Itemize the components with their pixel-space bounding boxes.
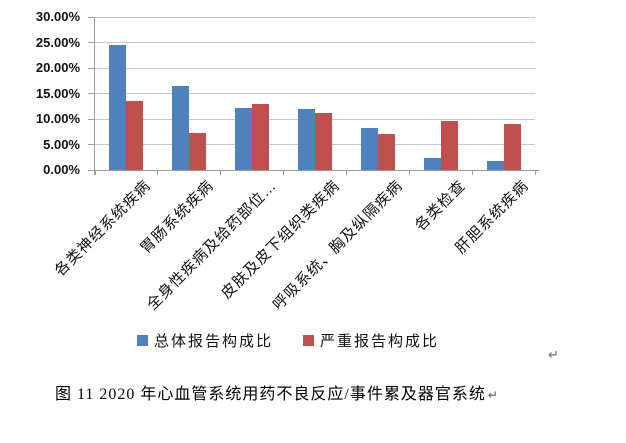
bar: [189, 133, 207, 170]
bar: [252, 103, 270, 170]
y-axis-tick-label: 15.00%: [35, 85, 80, 101]
paragraph-mark-icon: ↵: [548, 347, 559, 362]
bar: [126, 101, 144, 170]
bar: [486, 160, 504, 170]
x-axis-label: 各类检查: [411, 177, 469, 235]
paragraph-mark-icon: ↵: [487, 388, 499, 402]
plot-area: [88, 16, 539, 175]
figure-caption-text: 图 11 2020 年心血管系统用药不良反应/事件累及器官系统: [55, 386, 486, 403]
x-axis-label: 皮肤及皮下组织类疾病: [217, 177, 344, 303]
x-axis-tick: [157, 171, 159, 175]
bar: [235, 107, 253, 170]
y-axis-tick-label: 20.00%: [35, 60, 80, 75]
x-axis-tick: [345, 171, 347, 175]
y-axis-tick: [88, 118, 94, 120]
bar: [172, 86, 190, 170]
y-axis-tick-label: 10.00%: [35, 111, 80, 126]
x-axis-label: 各类神经系统疾病: [52, 177, 155, 280]
y-axis-tick: [88, 144, 94, 145]
figure-caption: 图 11 2020 年心血管系统用药不良反应/事件累及器官系统 ↵: [55, 380, 499, 404]
x-axis-tick: [283, 171, 285, 175]
x-axis-tick: [534, 171, 536, 175]
y-axis-line: [94, 17, 95, 175]
x-axis-tick: [408, 171, 410, 175]
x-axis-labels: 各类神经系统疾病 胃肠系统疾病 全身性疾病及给药部位… 皮肤及皮下组织类疾病 呼吸系统、…: [52, 175, 535, 315]
legend-item: 严重报告构成比: [303, 330, 439, 351]
y-axis-tick: [88, 67, 94, 69]
y-axis-tick-label: 5.00%: [43, 136, 80, 152]
y-axis-tick: [88, 169, 94, 171]
bar: [109, 45, 127, 170]
chart-legend: 总体报告构成比 严重报告构成比: [0, 330, 576, 351]
legend-label: 严重报告构成比: [320, 333, 440, 350]
legend-swatch: [303, 335, 314, 346]
y-axis-tick-label: 30.00%: [35, 9, 80, 24]
bar: [377, 133, 395, 170]
x-axis-line: [94, 170, 539, 171]
bar: [440, 121, 458, 170]
bar: [360, 127, 378, 170]
gridline: [95, 42, 535, 43]
y-axis-labels: 0.00% 5.00% 10.00% 15.00% 20.00% 25.00% 30.00%: [0, 9, 80, 177]
x-axis-tick: [471, 171, 473, 175]
y-axis-tick: [88, 16, 94, 18]
legend-item: 总体报告构成比: [136, 330, 273, 351]
y-axis-tick: [88, 42, 94, 43]
y-axis-tick: [88, 93, 94, 94]
y-axis-tick-label: 0.00%: [43, 162, 80, 177]
gridline: [95, 67, 535, 69]
x-axis-tick: [220, 171, 222, 175]
y-axis-tick-label: 25.00%: [35, 34, 80, 50]
gridline: [95, 16, 535, 18]
bar: [423, 157, 441, 170]
legend-swatch: [136, 335, 148, 346]
legend-label: 总体报告构成比: [153, 333, 273, 350]
gridline: [95, 93, 535, 94]
bar: [298, 109, 315, 170]
bar: [503, 124, 521, 170]
bar: [315, 112, 332, 170]
x-axis-tick: [94, 171, 96, 175]
